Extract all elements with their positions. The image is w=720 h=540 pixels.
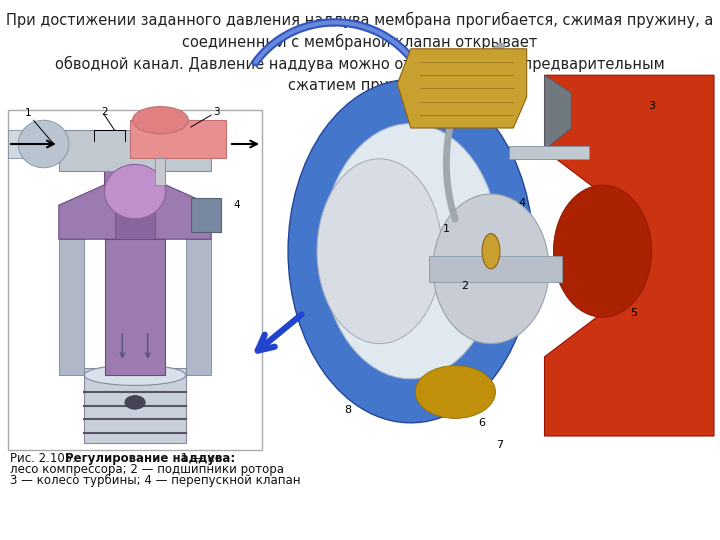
Ellipse shape	[415, 366, 495, 418]
Text: 1: 1	[443, 224, 450, 234]
Ellipse shape	[84, 365, 186, 386]
Ellipse shape	[482, 234, 500, 269]
FancyBboxPatch shape	[509, 146, 589, 159]
Ellipse shape	[322, 124, 500, 379]
Ellipse shape	[132, 106, 189, 134]
Text: Регулирование наддува:: Регулирование наддува:	[65, 452, 235, 465]
Text: 3: 3	[213, 107, 220, 117]
FancyBboxPatch shape	[104, 239, 166, 375]
Ellipse shape	[125, 396, 145, 409]
FancyBboxPatch shape	[59, 130, 211, 171]
Ellipse shape	[554, 185, 652, 317]
Ellipse shape	[317, 159, 442, 343]
Text: 5: 5	[630, 308, 637, 318]
FancyBboxPatch shape	[8, 130, 59, 158]
Text: 1 — ко: 1 — ко	[177, 452, 222, 465]
Text: 4: 4	[233, 200, 240, 210]
Text: Рис. 2.105.: Рис. 2.105.	[10, 452, 80, 465]
Text: 2: 2	[102, 107, 108, 117]
Text: 2: 2	[461, 281, 468, 292]
FancyBboxPatch shape	[84, 368, 186, 443]
Text: 3 — колесо турбины; 4 — перепускной клапан: 3 — колесо турбины; 4 — перепускной клап…	[10, 474, 300, 487]
Text: 7: 7	[496, 440, 503, 450]
FancyBboxPatch shape	[59, 239, 84, 375]
Ellipse shape	[288, 79, 534, 423]
FancyBboxPatch shape	[114, 205, 156, 239]
Polygon shape	[397, 49, 527, 128]
Polygon shape	[544, 75, 714, 436]
Text: 4: 4	[518, 198, 526, 208]
Polygon shape	[544, 75, 571, 150]
FancyBboxPatch shape	[8, 110, 262, 450]
Polygon shape	[59, 151, 211, 239]
FancyBboxPatch shape	[428, 255, 562, 282]
FancyBboxPatch shape	[191, 198, 221, 232]
FancyBboxPatch shape	[130, 120, 226, 158]
Ellipse shape	[433, 194, 549, 343]
FancyBboxPatch shape	[186, 239, 211, 375]
Text: 8: 8	[345, 404, 352, 415]
Ellipse shape	[18, 120, 69, 168]
Text: При достижении заданного давления наддува мембрана прогибается, сжимая пружину, : При достижении заданного давления наддув…	[6, 12, 714, 93]
Text: 1: 1	[25, 109, 32, 118]
Text: лесо компрессора; 2 — подшипники ротора: лесо компрессора; 2 — подшипники ротора	[10, 463, 284, 476]
FancyBboxPatch shape	[156, 158, 166, 185]
Ellipse shape	[104, 164, 166, 219]
FancyBboxPatch shape	[268, 40, 714, 480]
Text: 6: 6	[479, 418, 485, 428]
Text: 3: 3	[648, 101, 655, 111]
